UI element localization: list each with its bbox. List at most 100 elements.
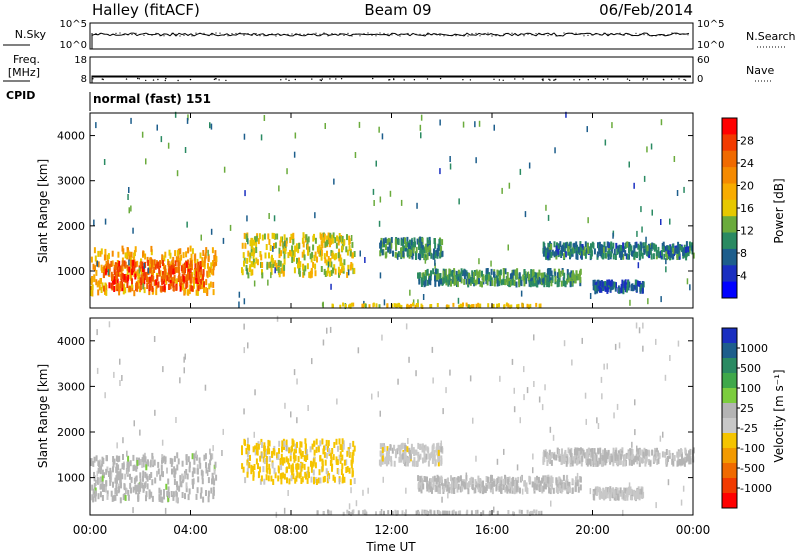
heatmap-cell: [152, 275, 155, 282]
heatmap-cell: [642, 491, 645, 498]
heatmap-cell: [605, 451, 608, 458]
heatmap-cell: [692, 252, 695, 259]
heatmap-cell: [185, 482, 188, 489]
heatmap-cell: [607, 253, 610, 260]
heatmap-cell: [577, 458, 579, 465]
heatmap-cell: [515, 272, 518, 279]
heatmap-cell: [601, 460, 604, 467]
heatmap-cell: [95, 279, 98, 286]
heatmap-cell: [298, 472, 301, 479]
heatmap-cell: [179, 377, 181, 384]
heatmap-cell: [177, 253, 180, 260]
heatmap-cell: [321, 302, 324, 307]
heatmap-cell: [493, 124, 495, 131]
heatmap-cell: [162, 274, 164, 281]
heatmap-cell: [168, 492, 170, 498]
heatmap-cell: [402, 237, 405, 244]
heatmap-cell: [271, 254, 273, 261]
colorbar-swatch: [722, 463, 737, 479]
heatmap-cell: [405, 323, 408, 330]
heatmap-cell: [100, 264, 103, 271]
heatmap-cell: [121, 260, 124, 267]
heatmap-cell: [558, 276, 561, 283]
heatmap-cell: [242, 252, 245, 259]
heatmap-cell: [96, 329, 98, 336]
heatmap-cell: [139, 478, 142, 485]
heatmap-cell: [292, 232, 295, 239]
heatmap-cell: [134, 273, 137, 280]
heatmap-cell: [160, 464, 163, 471]
heatmap-cell: [612, 232, 614, 239]
heatmap-cell: [261, 234, 264, 241]
heatmap-cell: [212, 493, 215, 500]
heatmap-cell: [253, 262, 256, 269]
heatmap-cell: [264, 252, 267, 259]
heatmap-cell: [562, 280, 565, 287]
heatmap-cell: [273, 233, 276, 240]
heatmap-cell: [620, 251, 623, 258]
heatmap-cell: [400, 247, 402, 254]
heatmap-cell: [172, 285, 175, 291]
heatmap-cell: [326, 235, 329, 242]
heatmap-cell: [194, 263, 197, 270]
heatmap-cell: [138, 267, 141, 274]
heatmap-cell: [159, 285, 162, 292]
heatmap-cell: [343, 476, 346, 483]
noise-search-point: [683, 33, 685, 35]
heatmap-cell: [641, 252, 644, 259]
heatmap-cell: [267, 475, 270, 482]
heatmap-cell: [434, 259, 436, 266]
nave-point: [138, 78, 140, 80]
heatmap-cell: [436, 443, 439, 450]
heatmap-cell: [279, 240, 282, 247]
heatmap-cell: [146, 283, 149, 289]
heatmap-cell: [238, 301, 240, 308]
heatmap-cell: [119, 380, 121, 386]
noise-search-point: [163, 35, 165, 37]
heatmap-cell: [184, 353, 186, 360]
heatmap-cell: [476, 278, 479, 285]
heatmap-cell: [418, 485, 421, 492]
noise-search-point: [555, 35, 557, 37]
freq-tick-top: 18: [74, 55, 87, 66]
heatmap-cell: [417, 481, 420, 488]
heatmap-cell: [121, 245, 124, 252]
heatmap-cell: [550, 243, 553, 250]
heatmap-cell: [330, 510, 333, 515]
heatmap-cell: [268, 440, 271, 447]
heatmap-cell: [553, 241, 556, 248]
noise-search-point: [623, 34, 625, 36]
heatmap-cell: [126, 247, 129, 253]
heatmap-cell: [613, 248, 616, 255]
heatmap-cell: [197, 261, 200, 268]
heatmap-cell: [316, 256, 318, 263]
heatmap-cell: [688, 247, 691, 254]
heatmap-cell: [393, 303, 396, 308]
heatmap-cell: [513, 488, 516, 495]
nave-point: [646, 78, 648, 80]
noise-search-point: [111, 34, 113, 36]
heatmap-cell: [273, 215, 276, 222]
heatmap-cell: [479, 280, 482, 287]
heatmap-cell: [162, 471, 164, 478]
freq-trace: [91, 75, 691, 83]
heatmap-cell: [159, 270, 162, 277]
heatmap-cell: [185, 459, 188, 465]
heatmap-cell: [419, 453, 422, 460]
heatmap-cell: [571, 478, 574, 485]
heatmap-cell: [583, 452, 586, 459]
heatmap-cell: [479, 487, 482, 494]
heatmap-cell: [566, 269, 569, 276]
heatmap-cell: [419, 236, 422, 243]
heatmap-cell: [598, 493, 601, 500]
heatmap-cell: [485, 268, 488, 275]
heatmap-cell: [469, 279, 472, 286]
heatmap-cell: [140, 265, 142, 272]
heatmap-cell: [133, 252, 136, 259]
heatmap-cell: [94, 495, 97, 502]
heatmap-cell: [323, 233, 326, 240]
heatmap-cell: [135, 465, 138, 472]
heatmap-cell: [283, 234, 286, 241]
heatmap-cell: [554, 271, 557, 278]
heatmap-cell: [522, 274, 525, 281]
